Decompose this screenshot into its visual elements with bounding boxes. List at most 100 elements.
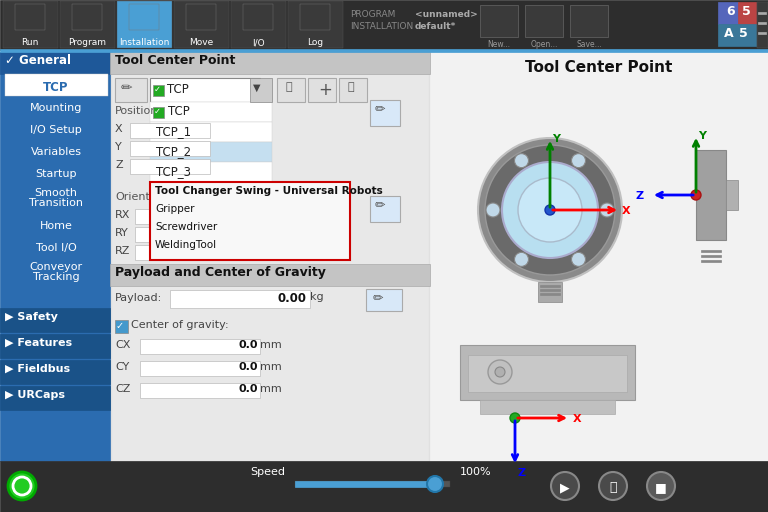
Circle shape: [495, 367, 505, 377]
Bar: [153, 85, 164, 96]
Text: Z: Z: [636, 191, 644, 201]
Text: I/O: I/O: [252, 38, 264, 47]
Bar: [150, 122, 272, 142]
Bar: [480, 5, 518, 37]
Circle shape: [486, 203, 500, 217]
Bar: [0, 0, 768, 50]
Bar: [0, 52, 110, 461]
Text: ▼: ▼: [253, 83, 260, 93]
Text: ▶: ▶: [560, 481, 570, 494]
Text: Y: Y: [698, 131, 706, 141]
Bar: [110, 52, 430, 74]
Bar: [525, 5, 563, 37]
Text: Tool I/O: Tool I/O: [35, 243, 76, 253]
Bar: [186, 4, 216, 30]
Text: CZ: CZ: [115, 384, 131, 394]
Bar: [701, 255, 721, 257]
Text: Move: Move: [189, 38, 214, 47]
Bar: [243, 4, 273, 30]
Bar: [15, 4, 45, 30]
Text: 0.00: 0.00: [277, 292, 306, 305]
Bar: [758, 32, 766, 34]
Bar: [696, 150, 726, 240]
Bar: [140, 383, 260, 398]
Circle shape: [599, 472, 627, 500]
Circle shape: [571, 252, 585, 266]
Text: 5: 5: [742, 5, 751, 18]
Text: RZ: RZ: [115, 246, 131, 256]
Circle shape: [13, 477, 31, 495]
Text: RY: RY: [115, 228, 129, 238]
Text: Save...: Save...: [576, 40, 602, 49]
Text: Transition: Transition: [29, 198, 83, 208]
Circle shape: [647, 472, 675, 500]
Text: CY: CY: [115, 362, 129, 372]
Text: ✏: ✏: [373, 292, 383, 305]
Text: ▶ Fieldbus: ▶ Fieldbus: [5, 364, 70, 374]
Bar: [129, 4, 159, 30]
Bar: [130, 123, 210, 138]
Text: Open...: Open...: [531, 40, 558, 49]
Bar: [288, 1, 343, 48]
Text: A: A: [724, 27, 733, 40]
Text: ✏: ✏: [375, 199, 386, 212]
Text: ✏: ✏: [121, 81, 133, 95]
Text: CX: CX: [115, 340, 131, 350]
Bar: [758, 12, 766, 14]
Text: 0.0000: 0.0000: [190, 246, 232, 256]
Bar: [150, 78, 260, 102]
Bar: [570, 5, 608, 37]
Text: ▶ URCaps: ▶ URCaps: [5, 390, 65, 400]
Bar: [468, 355, 627, 392]
Bar: [150, 142, 272, 162]
Circle shape: [510, 413, 520, 423]
Text: ✓: ✓: [154, 107, 161, 116]
Bar: [757, 2, 768, 48]
Text: Startup: Startup: [35, 169, 77, 179]
Text: ⏭: ⏭: [609, 481, 617, 494]
Text: rad: rad: [234, 246, 253, 256]
Bar: [174, 1, 229, 48]
Text: <unnamed>: <unnamed>: [415, 10, 478, 19]
Text: Installation: Installation: [119, 38, 169, 47]
Bar: [231, 1, 286, 48]
Text: Run: Run: [22, 38, 38, 47]
Bar: [153, 107, 164, 118]
Text: Z: Z: [115, 160, 123, 170]
Bar: [140, 339, 260, 354]
Bar: [140, 361, 260, 376]
Text: ▶ Safety: ▶ Safety: [5, 312, 58, 322]
Text: Position: Position: [115, 106, 158, 116]
Bar: [150, 162, 272, 182]
Circle shape: [8, 472, 36, 500]
Text: Payload and Center of Gravity: Payload and Center of Gravity: [115, 266, 326, 279]
Text: 0.0: 0.0: [239, 384, 258, 394]
Circle shape: [545, 205, 555, 215]
Bar: [701, 260, 721, 262]
Text: Home: Home: [40, 221, 72, 231]
Bar: [726, 180, 738, 210]
Circle shape: [571, 154, 585, 167]
Text: X: X: [115, 124, 123, 134]
Bar: [110, 52, 768, 461]
Text: mm: mm: [260, 384, 282, 394]
Bar: [150, 102, 272, 122]
Bar: [738, 2, 756, 24]
Text: Mounting: Mounting: [30, 103, 82, 113]
Bar: [130, 141, 210, 156]
Bar: [430, 52, 768, 461]
Text: 6: 6: [726, 5, 735, 18]
Text: ▶ Features: ▶ Features: [5, 338, 72, 348]
Text: TCP_1: TCP_1: [156, 125, 191, 138]
Bar: [308, 78, 336, 102]
Bar: [112, 74, 428, 460]
Text: Speed: Speed: [250, 467, 285, 477]
Text: +: +: [318, 81, 332, 99]
Circle shape: [485, 145, 615, 275]
Bar: [540, 289, 560, 291]
Text: ✏: ✏: [375, 103, 386, 116]
Text: mm: mm: [260, 340, 282, 350]
Bar: [701, 250, 721, 252]
Bar: [135, 209, 215, 224]
Text: TCP: TCP: [43, 81, 69, 94]
